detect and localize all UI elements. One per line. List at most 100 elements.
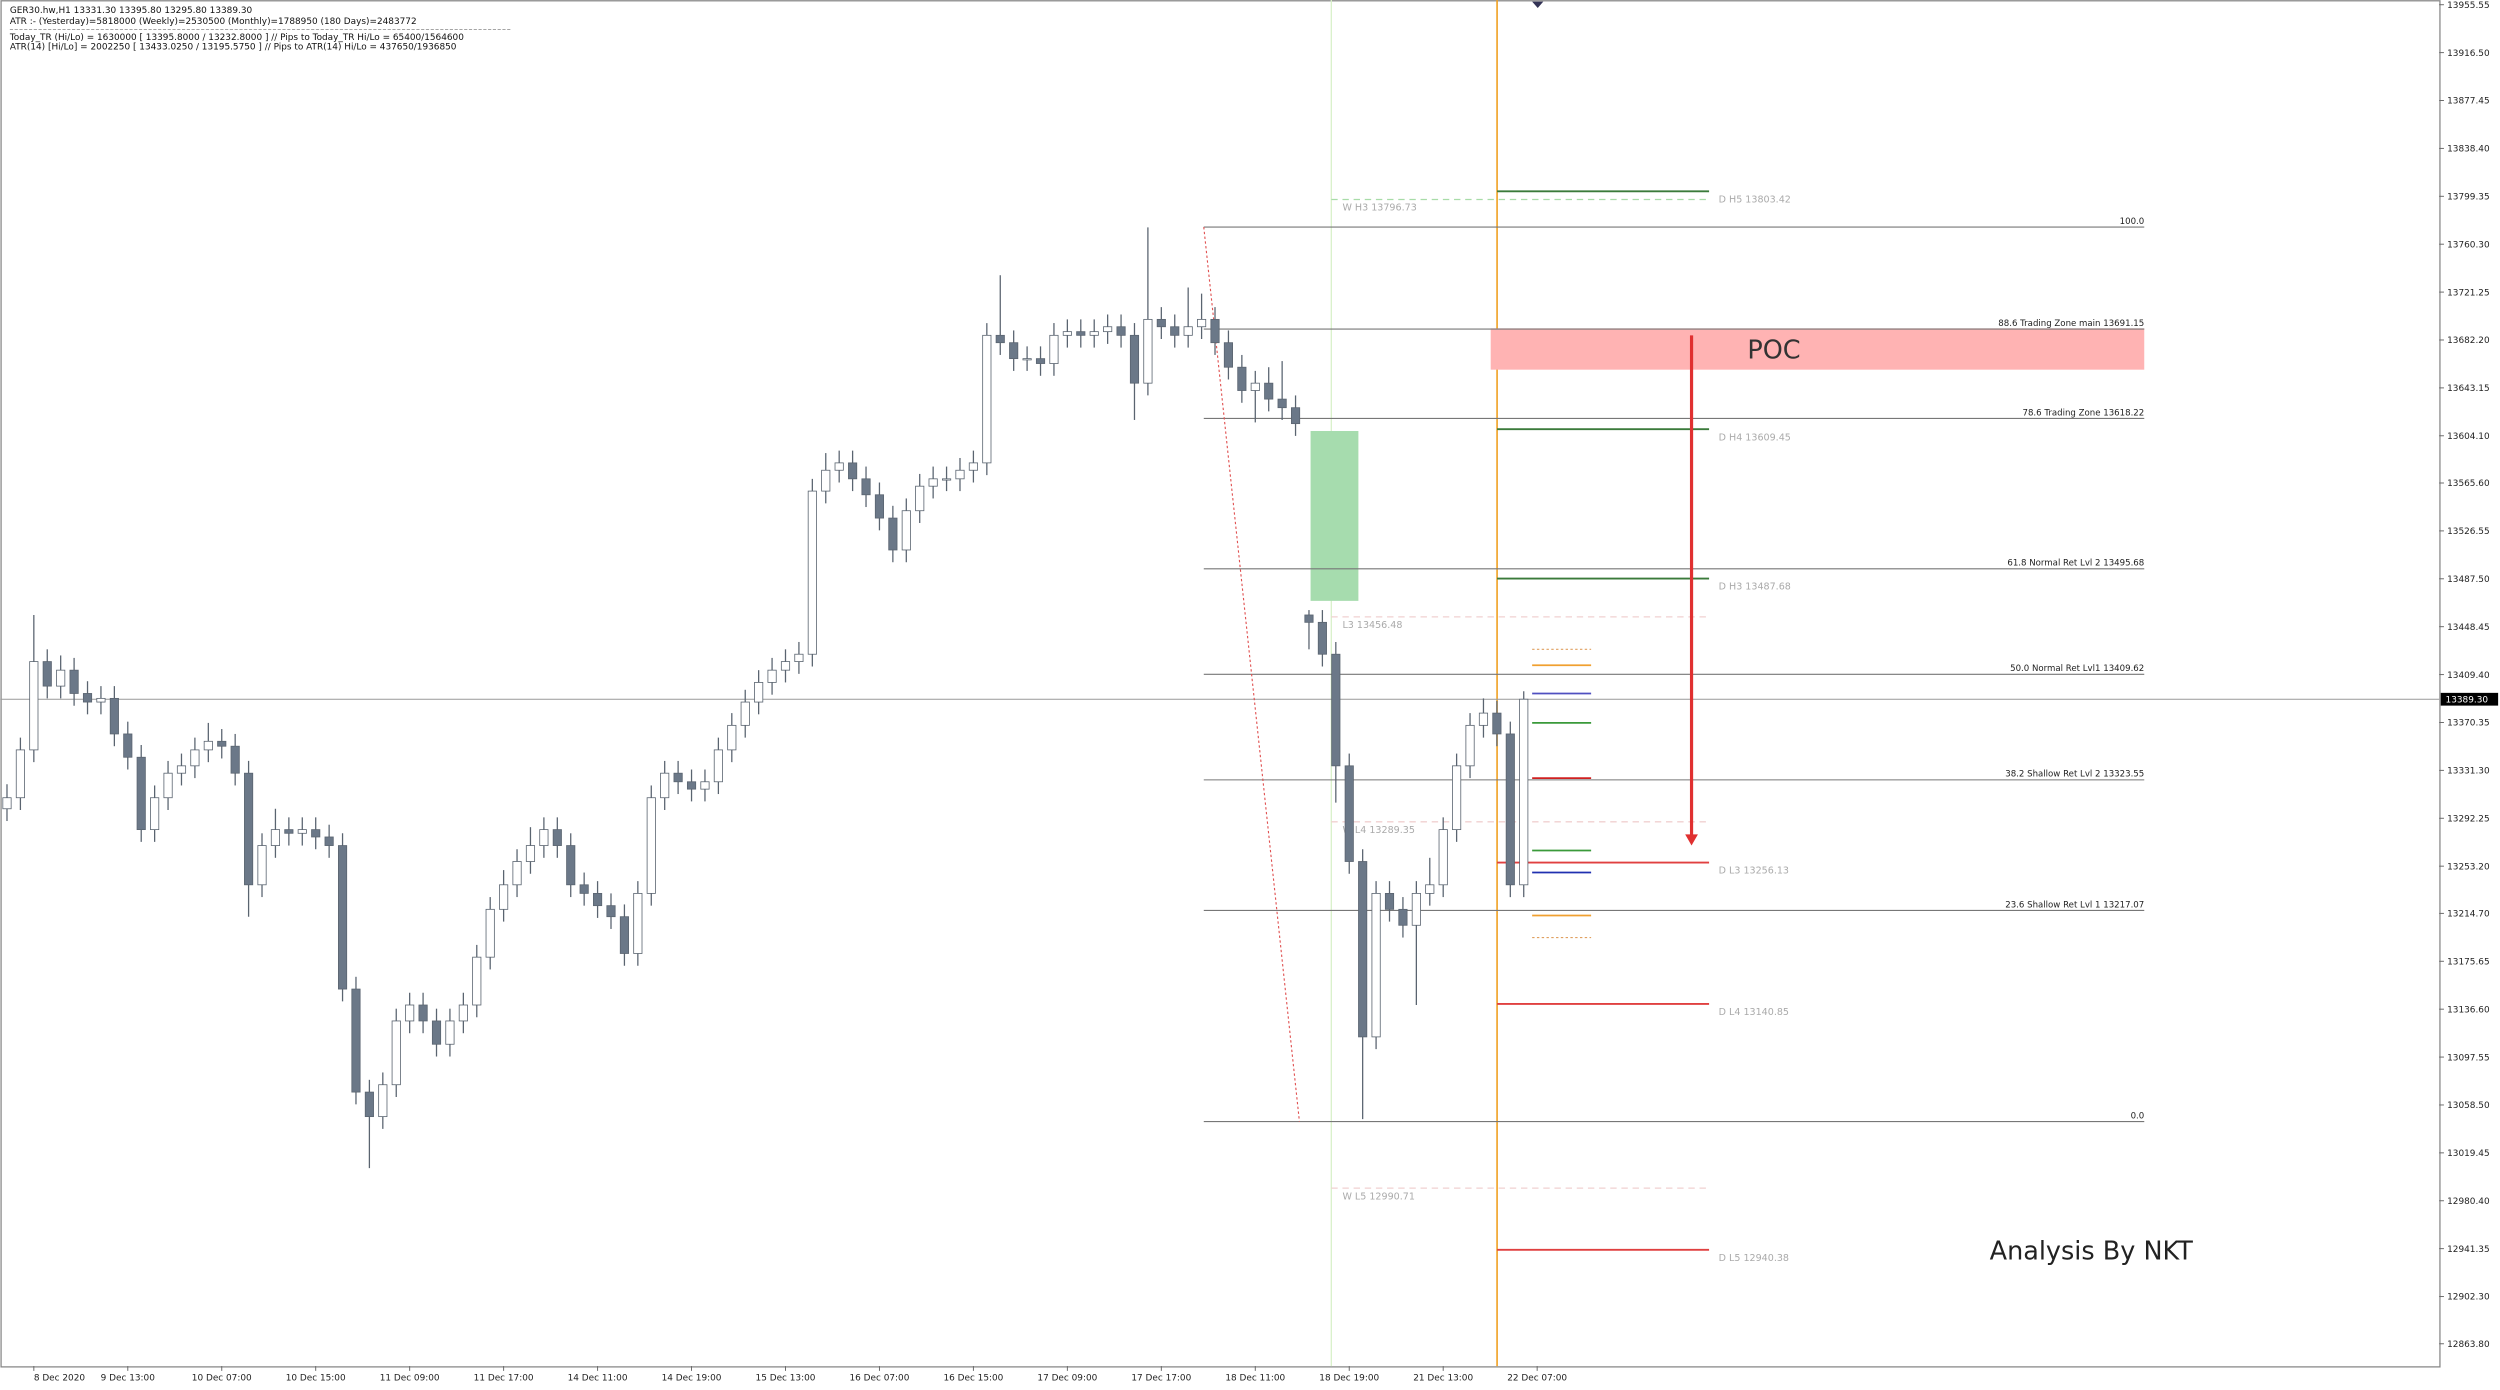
price-tag — [2440, 692, 2499, 706]
candle-body — [1398, 908, 1408, 926]
candle-body — [257, 845, 267, 886]
plot-frame — [0, 0, 2441, 1368]
candle-body — [1183, 326, 1193, 336]
candle-body — [405, 1004, 415, 1022]
candle-body — [1344, 765, 1354, 862]
x-tick-label: 11 Dec 17:00 — [474, 1373, 534, 1383]
candle-body — [378, 1084, 388, 1118]
pivot-label: W L4 13289.35 — [1342, 825, 1414, 836]
candle-body — [15, 749, 25, 799]
y-tick-label: 12863.80 — [2447, 1340, 2490, 1350]
axes: 13955.55 13916.50 13877.45 13838.40 13799.35… — [33, 1, 2490, 1383]
candle-body — [942, 478, 952, 481]
candle-body — [1103, 326, 1113, 333]
candle-body — [552, 829, 562, 846]
candle-body — [633, 892, 643, 954]
candle-body — [579, 884, 589, 894]
y-tick-label: 13175.65 — [2447, 957, 2490, 967]
pivot-label: D H3 13487.68 — [1719, 582, 1791, 593]
candle-body — [109, 697, 119, 735]
candle-body — [1170, 326, 1180, 336]
candle-body — [982, 334, 992, 464]
candle-body — [56, 669, 66, 687]
y-tick-label: 13253.20 — [2447, 862, 2490, 872]
fib-label: 78.6 Trading Zone 13618.22 — [2023, 408, 2145, 418]
annotation: Analysis By NKT — [1990, 1236, 2194, 1266]
x-tick-label: 10 Dec 07:00 — [192, 1373, 252, 1383]
highlight-zone — [1310, 430, 1359, 601]
candle-body — [888, 517, 898, 551]
y-tick-label: 12941.35 — [2447, 1245, 2490, 1255]
candle-body — [955, 469, 965, 480]
pivot-label: D L5 12940.38 — [1719, 1253, 1789, 1264]
candle-body — [525, 845, 536, 862]
x-tick-label: 15 Dec 13:00 — [756, 1373, 816, 1383]
candle-body — [96, 697, 106, 703]
x-tick-label: 17 Dec 09:00 — [1037, 1373, 1097, 1383]
candle-body — [1223, 342, 1233, 368]
candle-body — [619, 916, 629, 954]
pivot-label: W L5 12990.71 — [1342, 1191, 1414, 1202]
y-tick-label: 13604.10 — [2447, 432, 2490, 442]
candle-body — [29, 661, 39, 751]
candle-body — [834, 462, 844, 471]
candle-body — [324, 836, 334, 846]
pivot-label: D H4 13609.45 — [1719, 432, 1791, 443]
pivot-label: W H3 13796.73 — [1342, 203, 1416, 214]
candle-body — [1304, 614, 1314, 623]
candle-body — [364, 1091, 374, 1118]
candle-body — [1035, 358, 1046, 364]
candle-body — [821, 469, 831, 492]
x-tick-label: 16 Dec 07:00 — [849, 1373, 909, 1383]
x-tick-label: 18 Dec 19:00 — [1319, 1373, 1379, 1383]
candle-body — [1197, 318, 1207, 328]
candle-body — [606, 905, 616, 918]
pivot-label: D L4 13140.85 — [1719, 1007, 1789, 1018]
candle-body — [1384, 892, 1395, 910]
candle-body — [512, 861, 522, 886]
overlays: 13389.30 — [1685, 335, 2499, 846]
candle-body — [968, 462, 978, 471]
fib-label: 88.6 Trading Zone main 13691.15 — [1998, 319, 2144, 329]
shift-marker — [1532, 1, 1544, 8]
candle-body — [1250, 382, 1260, 391]
candle-body — [1022, 358, 1032, 361]
candle-body — [700, 781, 710, 790]
candle-body — [445, 1020, 455, 1045]
candle-body — [673, 772, 683, 783]
fib-label: 0.0 — [2131, 1111, 2145, 1121]
poc-label: POC — [1747, 336, 1800, 366]
candle-body — [539, 829, 549, 846]
y-tick-label: 13331.30 — [2447, 767, 2490, 777]
candle-body — [1505, 733, 1515, 886]
candle-body — [861, 478, 871, 496]
candle-body — [472, 956, 482, 1006]
y-tick-label: 13799.35 — [2447, 192, 2490, 202]
candle-body — [780, 661, 791, 671]
y-tick-label: 13760.30 — [2447, 240, 2490, 250]
pivot-label: D L3 13256.13 — [1719, 866, 1789, 877]
candle-body — [767, 669, 777, 683]
y-tick-label: 12902.30 — [2447, 1293, 2490, 1303]
fib-label: 50.0 Normal Ret Lvl1 13409.62 — [2010, 664, 2144, 674]
candle-body — [284, 829, 294, 834]
zones: POC — [1310, 328, 2145, 601]
y-tick-label: 13643.15 — [2447, 384, 2490, 394]
y-tick-label: 13214.70 — [2447, 910, 2490, 920]
y-tick-label: 13409.40 — [2447, 671, 2490, 681]
candle-body — [190, 749, 200, 767]
x-tick-label: 18 Dec 11:00 — [1225, 1373, 1285, 1383]
candle-body — [1358, 861, 1368, 1038]
candle-body — [431, 1020, 442, 1045]
candle-body — [2, 797, 12, 810]
candle-body — [1290, 407, 1301, 425]
candle-body — [754, 682, 764, 703]
candle-body — [1156, 318, 1166, 328]
candle-body — [928, 478, 938, 487]
candle-body — [391, 1020, 401, 1086]
candle-body — [660, 772, 670, 799]
candle-body — [203, 740, 213, 751]
candle-body — [727, 724, 737, 751]
candle-body — [713, 749, 723, 783]
